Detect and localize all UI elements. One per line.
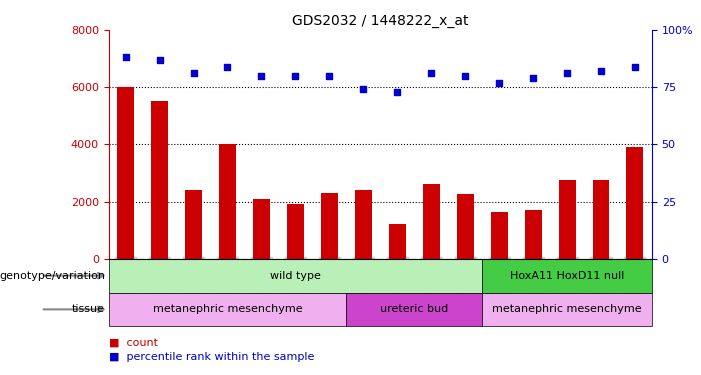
- Point: [460, 73, 471, 79]
- Text: metanephric mesenchyme: metanephric mesenchyme: [492, 304, 642, 314]
- Bar: [321, 193, 338, 259]
- Bar: [151, 102, 168, 259]
- Bar: [482, 259, 652, 292]
- Text: ■  count: ■ count: [109, 338, 158, 348]
- Point: [494, 80, 505, 86]
- Point: [562, 70, 573, 76]
- Bar: [287, 204, 304, 259]
- Bar: [109, 259, 482, 292]
- Text: HoxA11 HoxD11 null: HoxA11 HoxD11 null: [510, 271, 624, 280]
- Title: GDS2032 / 1448222_x_at: GDS2032 / 1448222_x_at: [292, 13, 468, 28]
- Point: [290, 73, 301, 79]
- Text: ureteric bud: ureteric bud: [380, 304, 449, 314]
- Text: ■  percentile rank within the sample: ■ percentile rank within the sample: [109, 352, 314, 363]
- Bar: [109, 292, 346, 326]
- Text: tissue: tissue: [72, 304, 105, 314]
- Text: wild type: wild type: [270, 271, 321, 280]
- Bar: [456, 194, 474, 259]
- Point: [426, 70, 437, 76]
- Bar: [346, 292, 482, 326]
- Point: [222, 64, 233, 70]
- Bar: [219, 144, 236, 259]
- Point: [324, 73, 335, 79]
- Bar: [524, 210, 542, 259]
- Bar: [592, 180, 609, 259]
- Point: [527, 75, 538, 81]
- Bar: [482, 292, 652, 326]
- Point: [154, 57, 165, 63]
- Point: [188, 70, 199, 76]
- Bar: [627, 147, 644, 259]
- Bar: [559, 180, 576, 259]
- Bar: [117, 87, 134, 259]
- Point: [392, 89, 403, 95]
- Point: [595, 68, 606, 74]
- Text: metanephric mesenchyme: metanephric mesenchyme: [153, 304, 302, 314]
- Bar: [423, 184, 440, 259]
- Text: genotype/variation: genotype/variation: [0, 271, 105, 280]
- Bar: [185, 190, 202, 259]
- Bar: [491, 211, 508, 259]
- Bar: [253, 199, 270, 259]
- Point: [120, 54, 131, 60]
- Point: [629, 64, 641, 70]
- Bar: [355, 190, 372, 259]
- Bar: [389, 224, 406, 259]
- Point: [358, 87, 369, 93]
- Point: [256, 73, 267, 79]
